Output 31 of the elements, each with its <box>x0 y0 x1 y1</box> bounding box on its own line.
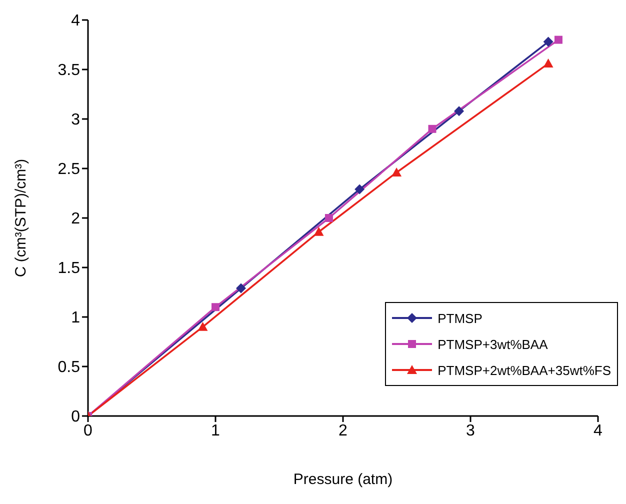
y-tick-label: 0.5 <box>58 359 80 376</box>
point <box>543 36 554 47</box>
point <box>554 36 562 44</box>
y-tick-label: 2.5 <box>58 161 80 178</box>
x-tick-label: 0 <box>84 422 93 440</box>
point <box>324 214 333 222</box>
y-tick-label: 3 <box>71 112 80 129</box>
point <box>212 303 220 312</box>
x-tick-label: 3 <box>466 422 476 440</box>
y-tick-label: 4 <box>71 12 80 30</box>
legend-label: PTMSP+3wt%BAA <box>438 336 548 352</box>
x-tick-label: 4 <box>594 422 603 440</box>
y-tick-label: 1 <box>71 310 80 327</box>
y-tick-label: 3.5 <box>58 62 80 80</box>
y-axis-title: C (cm³(STP)/cm³) <box>12 158 30 278</box>
y-tick-label: 0 <box>71 408 80 426</box>
y-tick-label: 1.5 <box>58 260 80 278</box>
point <box>543 58 554 68</box>
y-tick-label: 2 <box>71 210 80 228</box>
legend-label: PTMSP <box>438 310 482 326</box>
point <box>236 283 246 294</box>
point <box>198 322 208 331</box>
x-tick-label: 1 <box>211 422 220 440</box>
point <box>454 106 464 116</box>
point <box>314 226 324 236</box>
x-tick-label: 2 <box>338 422 348 440</box>
point <box>392 167 402 176</box>
point <box>354 184 365 194</box>
legend-label: PTMSP+2wt%BAA+35wt%FS <box>438 362 611 378</box>
x-axis-title: Pressure (atm) <box>293 471 393 488</box>
point <box>428 124 436 133</box>
